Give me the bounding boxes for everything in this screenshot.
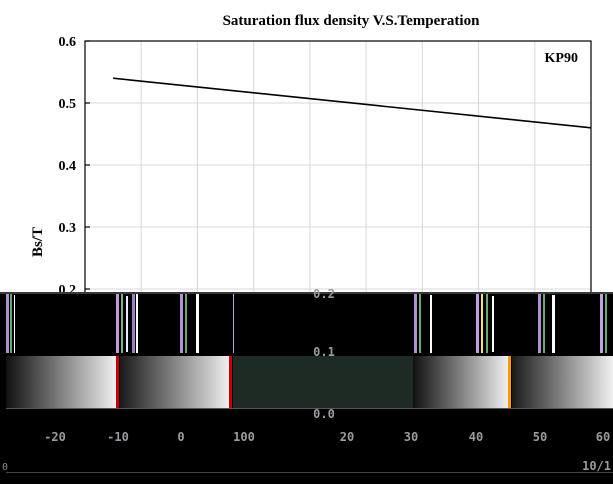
glitch-x-tick-label: -20 [44, 430, 66, 444]
artifact-gradient-band [6, 356, 613, 408]
glitch-x-tick-label: 40 [469, 430, 483, 444]
series-line-kp90 [113, 77, 592, 129]
chart-title: Saturation flux density V.S.Temperation [223, 13, 481, 29]
legend-entry-kp90: KP90 [545, 51, 578, 66]
glitch-x-tick-label: 20 [340, 430, 354, 444]
artifact-strip-upper [0, 292, 613, 353]
glitch-corner-left: 0 [2, 462, 8, 473]
glitch-tick-0-0: 0.0 [313, 407, 335, 421]
glitch-corner-right: 10/1 [582, 459, 611, 473]
series-group [113, 77, 592, 129]
glitch-x-tick-label: 100 [233, 430, 255, 444]
glitch-x-tick-label: 0 [177, 430, 184, 444]
glitch-x-ticks: -20 -10 0 100 20 30 40 50 60 [44, 430, 610, 444]
glitch-tick-0-1: 0.1 [313, 345, 335, 359]
glitch-x-tick-label: 60 [596, 430, 610, 444]
artifact-axis-line [6, 408, 613, 409]
glitch-x-tick-label: 30 [404, 430, 418, 444]
y-tick-label: 0.3 [59, 221, 77, 236]
artifact-baseline [6, 472, 613, 473]
plot-frame [84, 40, 592, 302]
y-tick-label: 0.4 [59, 159, 77, 174]
grid-lines [85, 41, 591, 300]
y-tick-label: 0.6 [59, 35, 77, 50]
y-tick-label: 0.5 [59, 97, 77, 112]
glitch-x-tick-label: -10 [107, 430, 129, 444]
glitch-x-tick-label: 50 [533, 430, 547, 444]
corrupted-render-band: 0.2 0.1 0.0 -20 -10 0 100 20 30 40 50 60 0 10/1 [0, 287, 613, 484]
glitch-tick-0-2: 0.2 [313, 287, 335, 301]
y-axis-label: Bs/T [30, 227, 46, 257]
